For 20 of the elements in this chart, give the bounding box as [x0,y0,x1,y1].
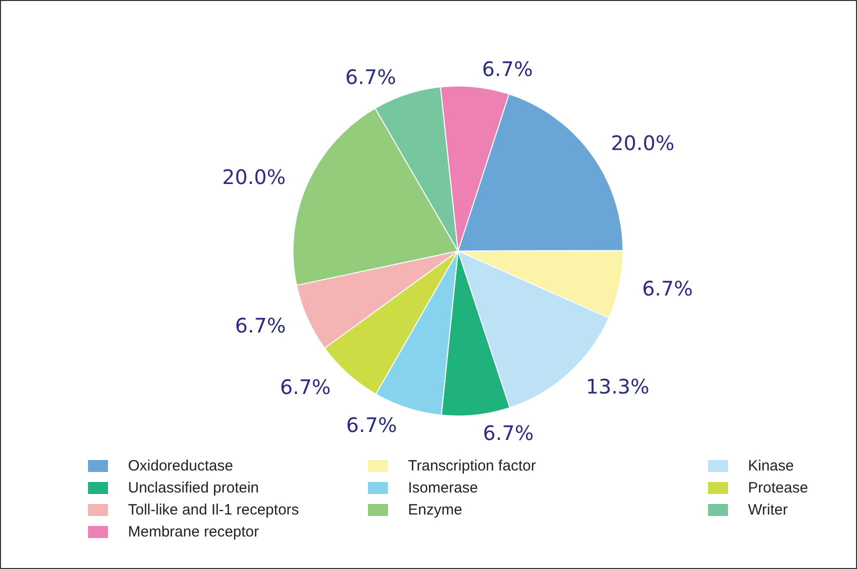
legend-label: Membrane receptor [128,524,259,540]
legend-label: Toll-like and Il-1 receptors [128,502,299,518]
legend-label: Oxidoreductase [128,458,234,474]
data-label: 6.7% [346,413,397,438]
data-label: 6.7% [482,56,533,81]
data-label: 13.3% [586,374,650,399]
legend-label: Protease [748,480,808,496]
data-label: 20.0% [610,131,674,156]
data-label: 20.0% [222,164,286,189]
data-label: 6.7% [235,314,286,338]
legend-label: Isomerase [408,480,478,496]
legend-label: Kinase [748,458,794,474]
data-label: 6.7% [280,375,331,400]
legend-label: Unclassified protein [128,480,259,496]
legend-label: Writer [748,502,788,518]
legend-label: Enzyme [408,502,462,518]
data-label: 6.7% [642,276,693,301]
legend-label: Transcription factor [408,458,536,474]
data-label: 6.7% [345,65,396,90]
data-label: 6.7% [482,420,534,445]
